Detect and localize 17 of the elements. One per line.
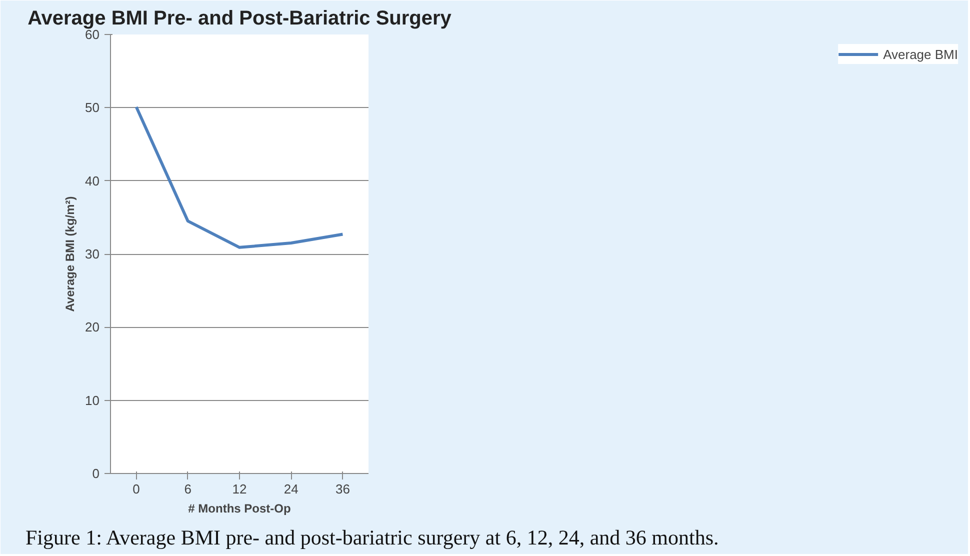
caption: Figure 1: Average BMI pre- and post-bariatric surgery at 6, 12, 24, and 36 months. — [26, 526, 719, 550]
x-axis-title: # Months Post-Op — [188, 502, 291, 516]
chart-title: Average BMI Pre- and Post-Bariatric Surgery — [28, 8, 452, 30]
legend-label: Average BMI — [883, 46, 958, 62]
x-tick-label: 0 — [132, 482, 140, 496]
x-tick-label: 12 — [232, 482, 247, 496]
y-axis-title: Average BMI (kg/m²) — [63, 196, 78, 312]
x-tick-label: 36 — [335, 482, 350, 496]
line-series — [134, 105, 344, 249]
y-tick-label: 0 — [92, 466, 100, 481]
x-tick-label: 6 — [184, 482, 192, 496]
x-tick-label: 24 — [284, 482, 298, 496]
y-tick-label: 30 — [85, 246, 100, 262]
y-tick-label: 10 — [85, 392, 100, 408]
y-tick-label: 50 — [85, 100, 100, 116]
y-tick-label: 20 — [85, 320, 100, 335]
y-tick-label: 40 — [85, 173, 100, 188]
